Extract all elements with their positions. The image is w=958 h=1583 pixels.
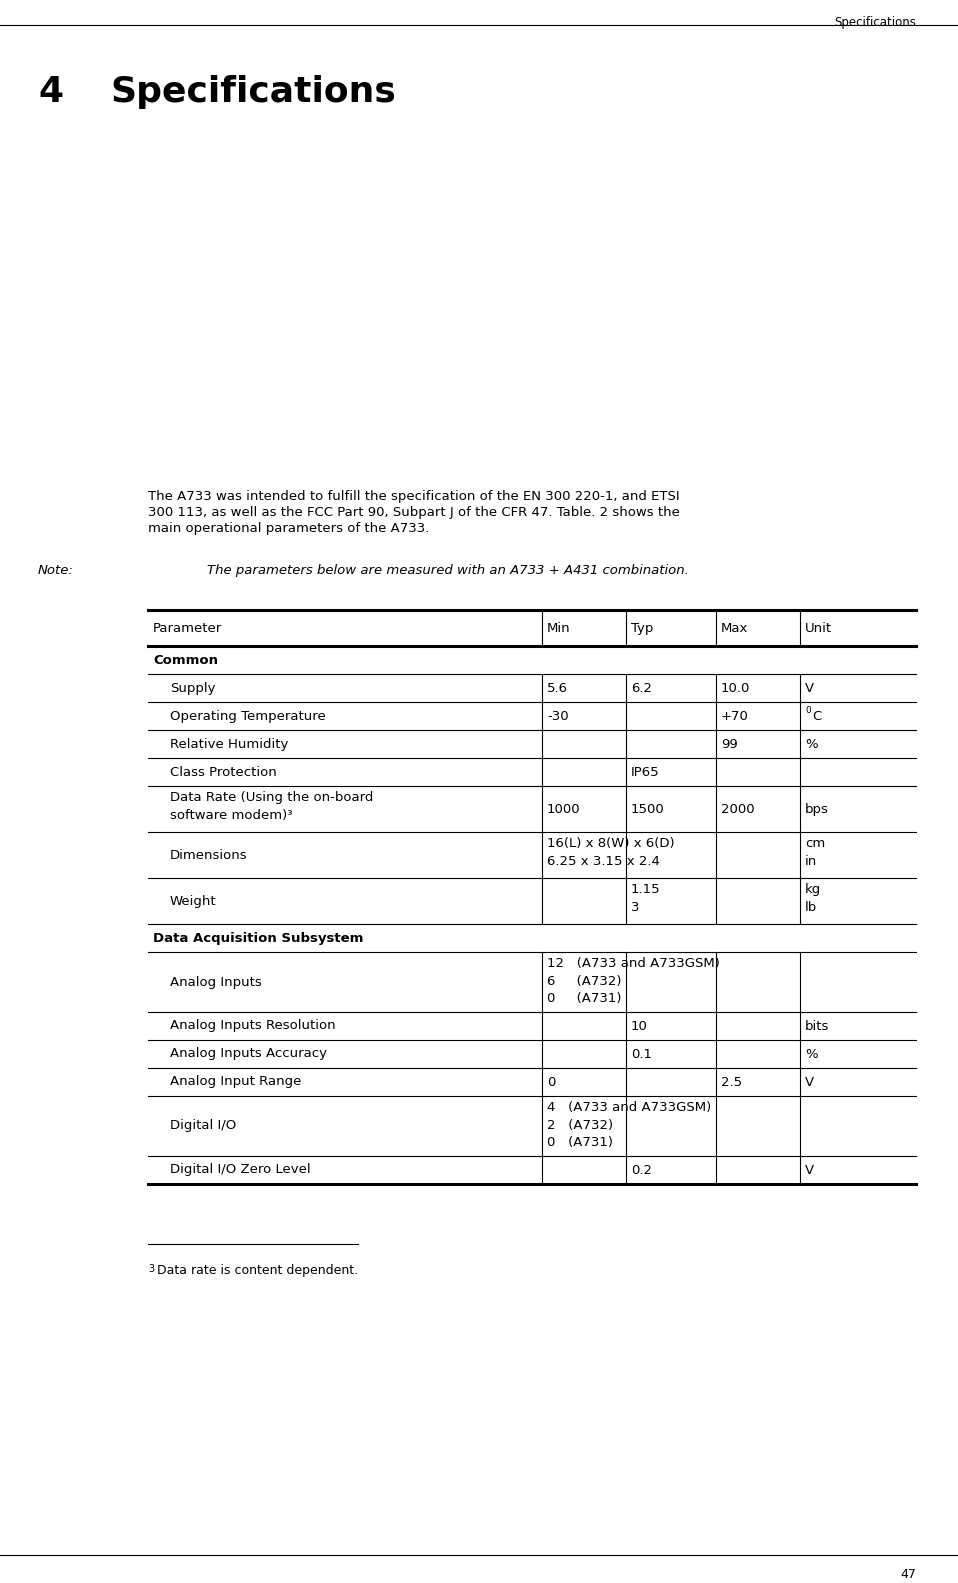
Text: Specifications: Specifications — [834, 16, 916, 28]
Text: 10.0: 10.0 — [721, 682, 750, 695]
Text: Digital I/O: Digital I/O — [170, 1119, 237, 1132]
Text: 12   (A733 and A733GSM)
6     (A732)
0     (A731): 12 (A733 and A733GSM) 6 (A732) 0 (A731) — [547, 958, 719, 1005]
Text: Min: Min — [547, 622, 571, 635]
Text: Data Rate (Using the on-board
software modem)³: Data Rate (Using the on-board software m… — [170, 792, 374, 822]
Text: C: C — [812, 709, 821, 722]
Text: IP65: IP65 — [631, 766, 660, 779]
Text: Analog Inputs Resolution: Analog Inputs Resolution — [170, 1019, 335, 1032]
Text: main operational parameters of the A733.: main operational parameters of the A733. — [148, 522, 429, 535]
Text: 0.2: 0.2 — [631, 1164, 652, 1176]
Text: The A733 was intended to fulfill the specification of the EN 300 220-1, and ETSI: The A733 was intended to fulfill the spe… — [148, 491, 679, 503]
Text: Specifications: Specifications — [110, 74, 396, 109]
Text: Data Acquisition Subsystem: Data Acquisition Subsystem — [153, 931, 363, 945]
Text: Relative Humidity: Relative Humidity — [170, 738, 288, 750]
Text: 99: 99 — [721, 738, 738, 750]
Text: Analog Inputs Accuracy: Analog Inputs Accuracy — [170, 1048, 327, 1061]
Text: Unit: Unit — [805, 622, 833, 635]
Text: Typ: Typ — [631, 622, 653, 635]
Text: Weight: Weight — [170, 894, 217, 907]
Text: 300 113, as well as the FCC Part 90, Subpart J of the CFR 47. Table. 2 shows the: 300 113, as well as the FCC Part 90, Sub… — [148, 507, 680, 519]
Text: V: V — [805, 682, 814, 695]
Text: %: % — [805, 1048, 817, 1061]
Text: 47: 47 — [901, 1569, 916, 1581]
Text: Common: Common — [153, 654, 218, 666]
Text: 0: 0 — [547, 1075, 556, 1089]
Text: kg
lb: kg lb — [805, 883, 821, 913]
Text: 10: 10 — [631, 1019, 648, 1032]
Text: 0: 0 — [805, 706, 810, 716]
Text: The parameters below are measured with an A733 + A431 combination.: The parameters below are measured with a… — [207, 564, 689, 576]
Text: %: % — [805, 738, 817, 750]
Text: Max: Max — [721, 622, 748, 635]
Text: 2000: 2000 — [721, 803, 755, 815]
Text: bps: bps — [805, 803, 829, 815]
Text: V: V — [805, 1164, 814, 1176]
Text: 4   (A733 and A733GSM)
2   (A732)
0   (A731): 4 (A733 and A733GSM) 2 (A732) 0 (A731) — [547, 1102, 711, 1149]
Text: Note:: Note: — [38, 564, 74, 576]
Text: Analog Input Range: Analog Input Range — [170, 1075, 302, 1089]
Text: Operating Temperature: Operating Temperature — [170, 709, 326, 722]
Text: bits: bits — [805, 1019, 830, 1032]
Text: -30: -30 — [547, 709, 569, 722]
Text: 1.15
3: 1.15 3 — [631, 883, 661, 913]
Text: +70: +70 — [721, 709, 749, 722]
Text: Analog Inputs: Analog Inputs — [170, 975, 262, 988]
Text: 2.5: 2.5 — [721, 1075, 742, 1089]
Text: 5.6: 5.6 — [547, 682, 568, 695]
Text: 1000: 1000 — [547, 803, 581, 815]
Text: Parameter: Parameter — [153, 622, 222, 635]
Text: cm
in: cm in — [805, 837, 825, 867]
Text: Class Protection: Class Protection — [170, 766, 277, 779]
Text: 0.1: 0.1 — [631, 1048, 652, 1061]
Text: 16(L) x 8(W) x 6(D)
6.25 x 3.15 x 2.4: 16(L) x 8(W) x 6(D) 6.25 x 3.15 x 2.4 — [547, 837, 674, 867]
Text: Digital I/O Zero Level: Digital I/O Zero Level — [170, 1164, 310, 1176]
Text: 6.2: 6.2 — [631, 682, 652, 695]
Text: V: V — [805, 1075, 814, 1089]
Text: Supply: Supply — [170, 682, 216, 695]
Text: Data rate is content dependent.: Data rate is content dependent. — [157, 1263, 358, 1277]
Text: Dimensions: Dimensions — [170, 848, 247, 861]
Text: 3: 3 — [148, 1263, 154, 1274]
Text: 1500: 1500 — [631, 803, 665, 815]
Text: 4: 4 — [38, 74, 63, 109]
